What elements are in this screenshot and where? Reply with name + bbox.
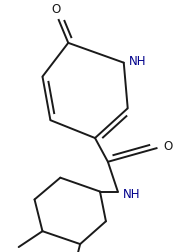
Text: NH: NH	[123, 187, 140, 200]
Text: O: O	[52, 3, 61, 16]
Text: NH: NH	[129, 55, 146, 68]
Text: O: O	[163, 140, 173, 153]
